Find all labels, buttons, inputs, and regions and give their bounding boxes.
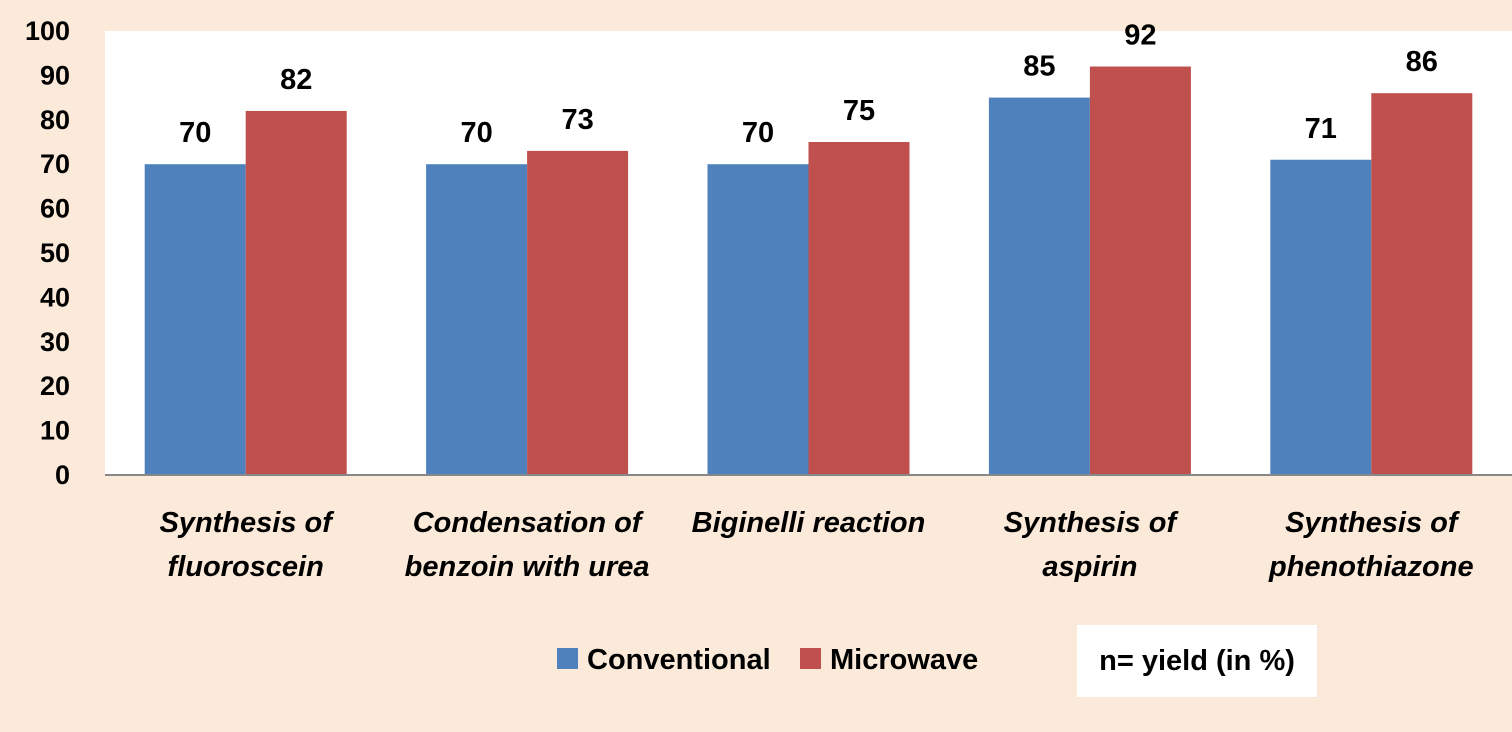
y-tick-label: 70 [40, 149, 70, 179]
category-label: benzoin with urea [405, 551, 650, 583]
y-tick-label: 80 [40, 105, 70, 135]
y-tick-label: 20 [40, 371, 70, 401]
bar-microwave [527, 150, 629, 475]
y-tick-label: 90 [40, 60, 70, 90]
data-label: 70 [460, 117, 492, 149]
bar-microwave [808, 142, 910, 475]
bar-microwave [1089, 66, 1191, 476]
category-label: phenothiazone [1268, 551, 1474, 583]
data-label: 73 [561, 104, 593, 136]
category-label: fluoroscein [168, 551, 324, 583]
category-label: Synthesis of [159, 507, 335, 539]
bar-microwave [245, 110, 347, 476]
data-label: 70 [742, 117, 774, 149]
data-label: 86 [1406, 46, 1438, 78]
bars [144, 66, 1473, 476]
data-label: 70 [179, 117, 211, 149]
legend-swatch-conventional [557, 648, 578, 669]
y-tick-label: 60 [40, 194, 70, 224]
data-label: 85 [1023, 51, 1055, 83]
y-axis-ticks: 0 10 20 30 40 50 60 70 80 90 100 [25, 16, 70, 490]
category-label: Synthesis of [1285, 507, 1461, 539]
bar-conventional [988, 97, 1090, 475]
bar-conventional [1270, 159, 1372, 475]
category-label: aspirin [1042, 551, 1137, 583]
data-label: 82 [280, 64, 312, 96]
category-label: Biginelli reaction [692, 507, 926, 539]
y-tick-label: 0 [55, 460, 70, 490]
category-label: Synthesis of [1004, 507, 1180, 539]
data-label: 71 [1305, 113, 1337, 145]
category-label: Condensation of [413, 507, 645, 539]
y-tick-label: 30 [40, 327, 70, 357]
bar-conventional [144, 164, 246, 475]
bar-conventional [707, 164, 809, 475]
data-labels: 70 82 70 73 70 75 85 92 71 86 [179, 20, 1438, 150]
legend-swatch-microwave [800, 648, 821, 669]
data-label: 92 [1124, 20, 1156, 52]
y-tick-label: 100 [25, 16, 70, 46]
y-tick-label: 10 [40, 416, 70, 446]
y-tick-label: 50 [40, 238, 70, 268]
legend: Conventional Microwave [557, 644, 978, 676]
bar-microwave [1371, 93, 1473, 475]
data-label: 75 [843, 95, 875, 127]
category-labels: Synthesis of fluoroscein Condensation of be… [159, 507, 1473, 583]
legend-label-microwave: Microwave [830, 644, 978, 676]
legend-label-conventional: Conventional [587, 644, 771, 676]
bar-conventional [426, 164, 528, 475]
y-tick-label: 40 [40, 282, 70, 312]
yield-note: n= yield (in %) [1077, 625, 1317, 697]
